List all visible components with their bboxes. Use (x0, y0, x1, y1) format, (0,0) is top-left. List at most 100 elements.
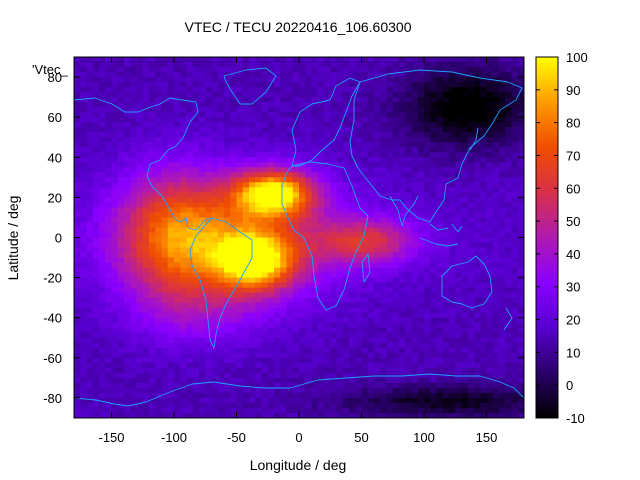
heatmap-cell (99, 212, 106, 219)
heatmap-cell (361, 387, 369, 394)
heatmap-cell (180, 162, 188, 168)
heatmap-cell (130, 302, 138, 309)
heatmap-cell (517, 257, 524, 264)
heatmap-cell (405, 252, 413, 259)
heatmap-cell (99, 167, 106, 173)
heatmap-cell (155, 352, 163, 359)
heatmap-cell (211, 362, 219, 369)
heatmap-cell (436, 72, 444, 78)
heatmap-cell (349, 67, 356, 73)
heatmap-cell (311, 132, 319, 138)
heatmap-cell (317, 272, 325, 279)
heatmap-cell (217, 57, 225, 63)
heatmap-cell (74, 332, 81, 339)
heatmap-cell (374, 302, 381, 309)
heatmap-cell (367, 97, 375, 103)
heatmap-cell (380, 352, 388, 359)
heatmap-cell (467, 292, 475, 299)
heatmap-cell (224, 202, 231, 209)
heatmap-cell (386, 177, 394, 183)
heatmap-cell (299, 102, 306, 108)
heatmap-cell (449, 392, 456, 399)
heatmap-cell (155, 262, 163, 269)
heatmap-cell (430, 207, 438, 214)
heatmap-cell (411, 87, 419, 93)
heatmap-cell (236, 312, 244, 319)
heatmap-cell (142, 272, 150, 279)
heatmap-cell (186, 222, 194, 229)
heatmap-cell (99, 222, 106, 229)
heatmap-cell (267, 282, 275, 289)
heatmap-cell (111, 357, 119, 364)
heatmap-cell (380, 202, 388, 209)
heatmap-cell (399, 57, 406, 63)
heatmap-cell (205, 72, 213, 78)
heatmap-cell (386, 292, 394, 299)
heatmap-cell (349, 222, 356, 229)
heatmap-cell (486, 107, 494, 113)
heatmap-cell (299, 307, 306, 314)
heatmap-cell (74, 62, 81, 68)
heatmap-cell (199, 72, 206, 78)
heatmap-cell (442, 357, 450, 364)
heatmap-cell (211, 122, 219, 128)
heatmap-cell (367, 57, 375, 63)
heatmap-cell (180, 152, 188, 158)
heatmap-cell (305, 97, 313, 103)
heatmap-cell (242, 97, 250, 103)
heatmap-cell (374, 192, 381, 198)
heatmap-cell (117, 122, 125, 128)
heatmap-cell (336, 362, 344, 369)
heatmap-cell (380, 287, 388, 294)
heatmap-cell (299, 182, 306, 188)
heatmap-cell (436, 67, 444, 73)
heatmap-cell (461, 92, 469, 98)
heatmap-cell (355, 92, 363, 98)
heatmap-cell (192, 202, 200, 209)
heatmap-cell (211, 87, 219, 93)
heatmap-cell (149, 327, 156, 334)
heatmap-cell (180, 187, 188, 193)
heatmap-cell (292, 82, 300, 88)
heatmap-cell (155, 107, 163, 113)
heatmap-cell (155, 152, 163, 158)
heatmap-cell (174, 347, 181, 354)
heatmap-cell (517, 167, 524, 173)
heatmap-cell (455, 367, 463, 374)
heatmap-cell (211, 377, 219, 384)
heatmap-cell (261, 152, 269, 158)
heatmap-cell (505, 227, 513, 234)
heatmap-cell (299, 372, 306, 379)
heatmap-cell (355, 357, 363, 364)
heatmap-cell (149, 362, 156, 369)
heatmap-cell (86, 327, 94, 334)
heatmap-cell (167, 177, 175, 183)
heatmap-cell (399, 82, 406, 88)
heatmap-cell (267, 207, 275, 214)
heatmap-cell (261, 252, 269, 259)
heatmap-cell (374, 252, 381, 259)
heatmap-cell (455, 292, 463, 299)
heatmap-cell (230, 337, 238, 344)
heatmap-cell (274, 102, 281, 108)
heatmap-cell (180, 312, 188, 319)
heatmap-cell (255, 152, 263, 158)
heatmap-cell (374, 92, 381, 98)
heatmap-cell (386, 362, 394, 369)
heatmap-cell (155, 402, 163, 409)
heatmap-cell (236, 192, 244, 198)
heatmap-cell (342, 302, 350, 309)
heatmap-cell (486, 82, 494, 88)
heatmap-cell (130, 72, 138, 78)
heatmap-cell (461, 167, 469, 173)
heatmap-cell (174, 297, 181, 304)
heatmap-cell (292, 392, 300, 399)
heatmap-cell (105, 102, 113, 108)
heatmap-cell (492, 72, 500, 78)
heatmap-cell (330, 212, 338, 219)
heatmap-cell (386, 72, 394, 78)
heatmap-cell (461, 337, 469, 344)
heatmap-cell (92, 107, 100, 113)
heatmap-cell (417, 382, 425, 389)
heatmap-cell (74, 112, 81, 118)
